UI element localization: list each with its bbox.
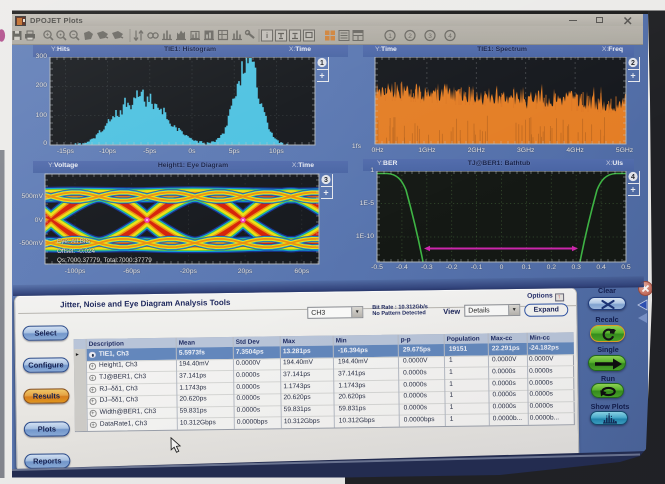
svg-text:1: 1 [320, 60, 324, 67]
svg-text:i: i [266, 31, 268, 40]
svg-text:−: − [72, 33, 76, 39]
svg-text:+: + [46, 33, 50, 39]
svg-text:4: 4 [631, 174, 635, 181]
svg-text:2: 2 [631, 60, 635, 67]
svg-text:+: + [630, 185, 635, 195]
svg-text:•: • [59, 33, 61, 39]
svg-text:+: + [323, 188, 328, 198]
svg-text:+: + [319, 71, 324, 81]
svg-text:3: 3 [324, 177, 328, 184]
svg-text:+: + [630, 71, 635, 81]
